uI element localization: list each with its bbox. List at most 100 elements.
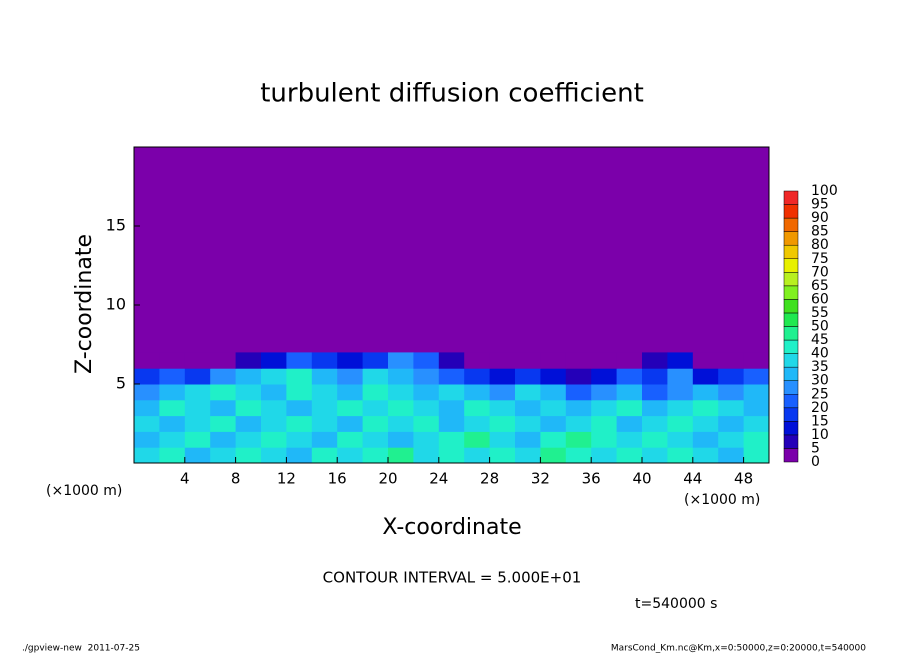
- colorbar-box: [783, 366, 799, 381]
- heat-cell: [184, 368, 211, 385]
- heat-cell: [438, 399, 465, 417]
- colorbar-label: 25: [811, 386, 829, 402]
- x-tick-label: 32: [531, 470, 550, 488]
- heat-cell: [616, 384, 643, 401]
- heat-cell: [743, 415, 770, 432]
- heat-cell: [718, 384, 745, 401]
- x-tick-label: 28: [480, 470, 499, 488]
- x-unit-label: (×1000 m): [684, 492, 760, 508]
- heat-cell: [362, 415, 389, 432]
- heat-cell: [311, 415, 338, 432]
- heat-cell: [134, 368, 160, 385]
- heat-cell: [565, 368, 592, 385]
- heat-cell: [362, 368, 389, 385]
- colorbar-box: [783, 217, 799, 232]
- heat-cell: [642, 384, 668, 401]
- x-tick-label: 36: [582, 470, 601, 488]
- heat-cell: [159, 399, 186, 417]
- heat-cell: [413, 399, 440, 417]
- heat-cell: [489, 384, 516, 401]
- colorbar-label: 45: [811, 332, 829, 348]
- heat-cell: [565, 384, 592, 401]
- x-tick-label: 20: [378, 470, 397, 488]
- heat-cell: [616, 399, 643, 417]
- heat-cell: [692, 415, 719, 432]
- footer-right: MarsCond_Km.nc@Km,x=0:50000,z=0:20000,t=…: [611, 644, 866, 654]
- colorbar-label: 30: [811, 373, 829, 389]
- heat-cell: [540, 415, 567, 432]
- heat-cell: [489, 399, 516, 417]
- colorbar-label: 90: [811, 210, 829, 226]
- x-axis-label: X-coordinate: [382, 515, 521, 540]
- heat-cell: [515, 368, 541, 385]
- heat-cell: [388, 352, 414, 369]
- heat-cell: [210, 431, 237, 448]
- x-tick-label: 40: [632, 470, 651, 488]
- colorbar-label: 0: [811, 454, 820, 470]
- colorbar-label: 15: [811, 413, 829, 429]
- heat-cell: [743, 384, 770, 401]
- heat-cell: [743, 431, 770, 448]
- heat-cell: [642, 399, 668, 417]
- heat-cell: [184, 384, 211, 401]
- y-tick-label: 15: [106, 216, 126, 235]
- heat-cell: [616, 431, 643, 448]
- heat-cell: [692, 431, 719, 448]
- heat-cell: [261, 352, 287, 369]
- heat-cell: [311, 431, 338, 448]
- heat-cell: [286, 431, 313, 448]
- heat-cell: [642, 447, 668, 464]
- heat-cell: [692, 447, 719, 464]
- heat-cell: [743, 352, 770, 369]
- colorbar-box: [783, 204, 799, 219]
- heat-cell: [464, 399, 491, 417]
- heat-cell: [489, 352, 516, 369]
- heat-cell: [718, 431, 745, 448]
- heat-cell: [337, 384, 364, 401]
- heat-cell: [235, 431, 262, 448]
- heat-cell: [184, 352, 211, 369]
- heat-cell: [743, 368, 770, 385]
- heat-cell: [591, 431, 618, 448]
- heat-cell: [642, 352, 668, 369]
- heat-cell: [743, 399, 770, 417]
- heat-cell: [540, 352, 567, 369]
- heat-cell: [616, 415, 643, 432]
- heat-cell: [642, 431, 668, 448]
- heat-cell: [388, 399, 414, 417]
- heat-cell: [489, 431, 516, 448]
- colorbar-label: 55: [811, 305, 829, 321]
- heat-cell: [286, 447, 313, 464]
- heat-cell: [692, 352, 719, 369]
- heat-cell: [159, 368, 186, 385]
- heat-cell: [464, 431, 491, 448]
- heat-cell: [337, 368, 364, 385]
- colorbar-box: [783, 434, 799, 449]
- heat-cell: [464, 368, 491, 385]
- heat-cell: [261, 399, 287, 417]
- heat-cell: [235, 368, 262, 385]
- heat-cell: [134, 352, 160, 369]
- heat-cell: [337, 447, 364, 464]
- heat-cell: [540, 431, 567, 448]
- colorbar-box: [783, 299, 799, 314]
- heat-cell: [591, 447, 618, 464]
- heat-cell: [642, 415, 668, 432]
- heat-cell: [286, 399, 313, 417]
- heat-cell: [438, 368, 465, 385]
- heat-cell: [261, 368, 287, 385]
- colorbar-label: 65: [811, 278, 829, 294]
- heat-cell: [540, 399, 567, 417]
- heat-cell: [134, 384, 160, 401]
- heat-cell: [388, 368, 414, 385]
- heat-cell: [616, 352, 643, 369]
- heat-cell: [692, 384, 719, 401]
- heat-cell: [261, 431, 287, 448]
- colorbar-box: [783, 380, 799, 395]
- colorbar-box: [783, 231, 799, 246]
- x-tick-label: 16: [328, 470, 347, 488]
- heat-cell: [667, 384, 694, 401]
- colorbar-box: [783, 448, 799, 463]
- x-tick-label: 12: [277, 470, 296, 488]
- heat-cell: [489, 415, 516, 432]
